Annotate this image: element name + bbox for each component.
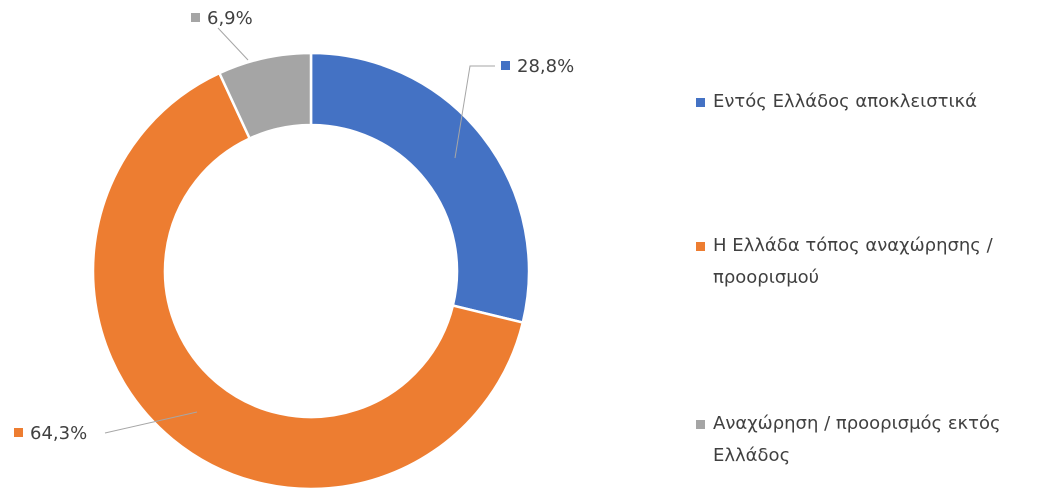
label-marker	[501, 61, 510, 70]
leader-line	[454, 65, 495, 159]
legend-item: Εντός Ελλάδος αποκλειστικά	[696, 86, 1046, 118]
donut-slice	[217, 51, 313, 141]
legend-label: Εντός Ελλάδος αποκλειστικά	[713, 91, 978, 112]
donut-slice	[91, 71, 525, 491]
leader-line	[217, 27, 249, 61]
leader-line	[104, 411, 198, 434]
legend-swatch	[696, 98, 705, 107]
legend-label: Η Ελλάδα τόπος αναχώρησης / προορισμού	[713, 235, 993, 288]
legend-item: Αναχώρηση / προορισμός εκτός Ελλάδος	[696, 408, 1046, 472]
data-label: 64,3%	[30, 423, 87, 444]
legend-label: Αναχώρηση / προορισμός εκτός Ελλάδος	[713, 413, 1001, 466]
legend-item: Η Ελλάδα τόπος αναχώρησης / προορισμού	[696, 230, 1046, 294]
donut-slice	[309, 51, 531, 325]
legend-swatch	[696, 420, 705, 429]
label-marker	[14, 428, 23, 437]
label-marker	[191, 13, 200, 22]
data-label: 28,8%	[517, 56, 574, 77]
data-label: 6,9%	[207, 8, 253, 29]
legend-swatch	[696, 242, 705, 251]
